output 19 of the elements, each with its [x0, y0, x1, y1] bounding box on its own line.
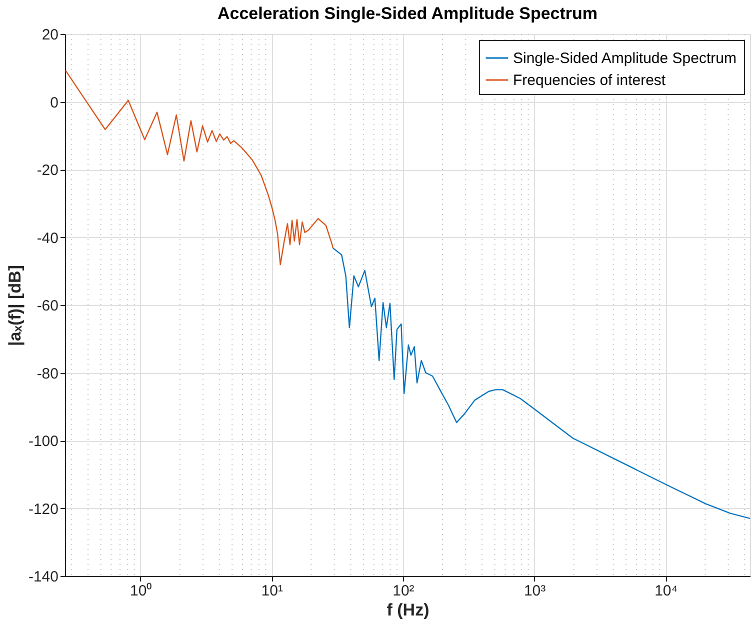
x-tick-label: 10⁴	[654, 582, 678, 600]
x-tick-label: 10⁰	[130, 582, 152, 600]
x-tick-label: 10²	[392, 582, 414, 600]
y-tick-label: 20	[42, 26, 58, 44]
y-axis-title: |aₓ(f)| [dB]	[5, 265, 24, 346]
y-tick-label: -20	[36, 162, 58, 179]
x-axis-title: f (Hz)	[386, 600, 430, 620]
legend-label: Frequencies of interest	[513, 72, 666, 89]
x-tick-label: 10¹	[261, 582, 283, 600]
y-tick-label: -40	[36, 230, 58, 247]
chart-title: Acceleration Single-Sided Amplitude Spectrum	[217, 4, 598, 23]
y-tick-label: -80	[36, 365, 58, 382]
legend-label: Single-Sided Amplitude Spectrum	[513, 50, 736, 67]
y-tick-label: -60	[36, 298, 58, 314]
y-tick-label: -100	[28, 433, 58, 450]
x-tick-label: 10³	[524, 582, 546, 600]
y-tick-label: 0	[50, 94, 58, 112]
y-tick-label: -120	[28, 500, 58, 518]
y-tick-label: -140	[28, 568, 58, 586]
